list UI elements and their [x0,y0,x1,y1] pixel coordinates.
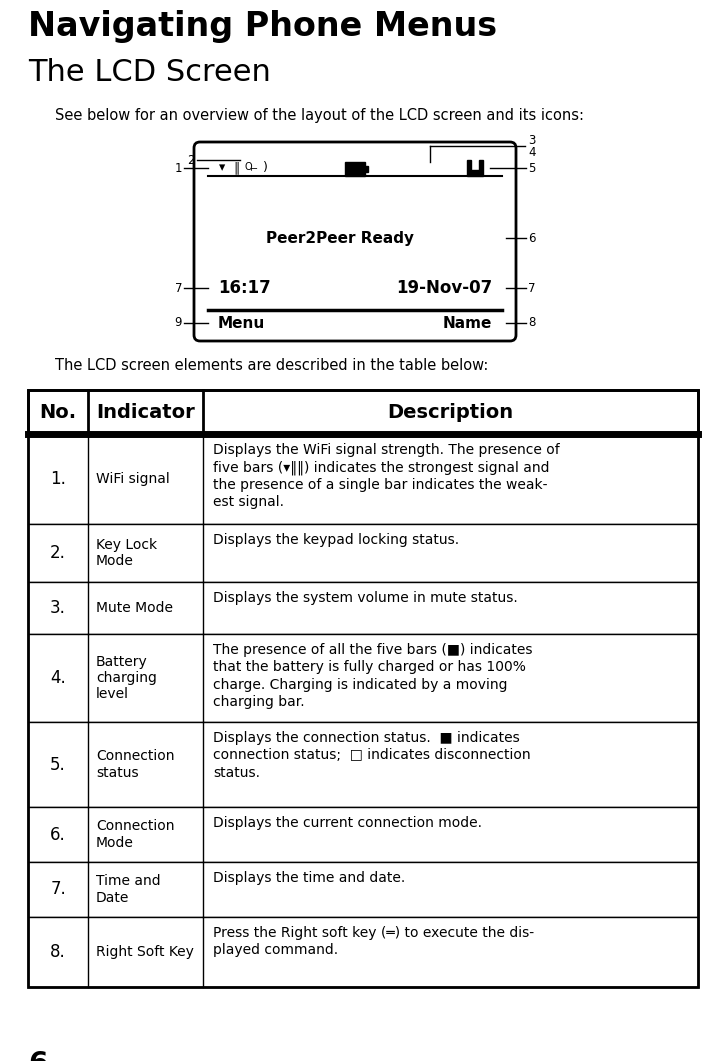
Bar [28,634,698,721]
Text: 3.: 3. [50,599,66,618]
Bar [28,721,698,807]
Text: 9: 9 [174,316,182,330]
Bar [28,434,698,524]
Text: O: O [244,162,252,172]
Text: ): ) [262,161,267,174]
Text: Peer2Peer Ready: Peer2Peer Ready [266,230,414,245]
Text: Time and
Date: Time and Date [96,874,161,905]
Bar [365,166,368,172]
Text: Key Lock
Mode: Key Lock Mode [96,538,157,568]
FancyBboxPatch shape [194,142,516,341]
Bar [345,162,365,176]
Text: 3: 3 [528,134,536,146]
Text: Right Soft Key: Right Soft Key [96,945,194,959]
Text: WiFi signal: WiFi signal [96,472,169,486]
Text: Connection
Mode: Connection Mode [96,819,174,850]
Text: 7: 7 [174,281,182,295]
Text: 4: 4 [528,146,536,159]
Text: 7.: 7. [50,881,66,899]
Text: Displays the current connection mode.: Displays the current connection mode. [213,816,482,830]
Text: Indicator: Indicator [96,402,195,421]
Text: Displays the time and date.: Displays the time and date. [213,871,405,885]
Text: 6.: 6. [50,825,66,843]
Text: 19-Nov-07: 19-Nov-07 [396,279,492,297]
Text: 5: 5 [528,161,536,174]
Text: 2.: 2. [50,544,66,562]
Bar [28,807,698,862]
Bar [28,390,698,434]
Text: 6: 6 [28,1050,48,1061]
Text: ∥: ∥ [233,161,239,174]
Text: 6: 6 [528,231,536,244]
Text: 1.: 1. [50,470,66,488]
Text: Displays the system volume in mute status.: Displays the system volume in mute statu… [213,591,518,605]
Text: Description: Description [387,402,513,421]
Bar [28,582,698,634]
Bar [28,524,698,582]
Text: The LCD screen elements are described in the table below:: The LCD screen elements are described in… [55,358,488,373]
Text: No.: No. [40,402,76,421]
Text: 5.: 5. [50,755,66,773]
Text: 2: 2 [187,154,195,167]
Text: Mute Mode: Mute Mode [96,601,173,615]
Text: 16:17: 16:17 [218,279,271,297]
Text: 8.: 8. [50,943,66,961]
Text: Battery
charging
level: Battery charging level [96,655,157,701]
Text: 4.: 4. [50,669,66,688]
Text: Displays the WiFi signal strength. The presence of
five bars (▾‖‖) indicates the: Displays the WiFi signal strength. The p… [213,443,559,509]
Bar [28,390,698,987]
Text: The presence of all the five bars (■) indicates
that the battery is fully charge: The presence of all the five bars (■) in… [213,643,533,709]
Text: ▾: ▾ [219,161,225,174]
Text: The LCD Screen: The LCD Screen [28,58,271,87]
Text: 8: 8 [528,316,536,330]
Text: Name: Name [443,315,492,330]
Text: Navigating Phone Menus: Navigating Phone Menus [28,10,497,44]
Bar [28,862,698,917]
Text: Displays the keypad locking status.: Displays the keypad locking status. [213,533,459,547]
Text: Displays the connection status.  ■ indicates
connection status;  □ indicates dis: Displays the connection status. ■ indica… [213,731,531,780]
Text: Connection
status: Connection status [96,749,174,780]
Text: 1: 1 [174,161,182,174]
Text: See below for an overview of the layout of the LCD screen and its icons:: See below for an overview of the layout … [55,108,584,123]
Polygon shape [467,160,483,176]
Text: Press the Right soft key (═) to execute the dis-
played command.: Press the Right soft key (═) to execute … [213,926,534,957]
Text: ⌐: ⌐ [250,163,258,173]
Text: 7: 7 [528,281,536,295]
Text: Menu: Menu [218,315,265,330]
Bar [28,917,698,987]
